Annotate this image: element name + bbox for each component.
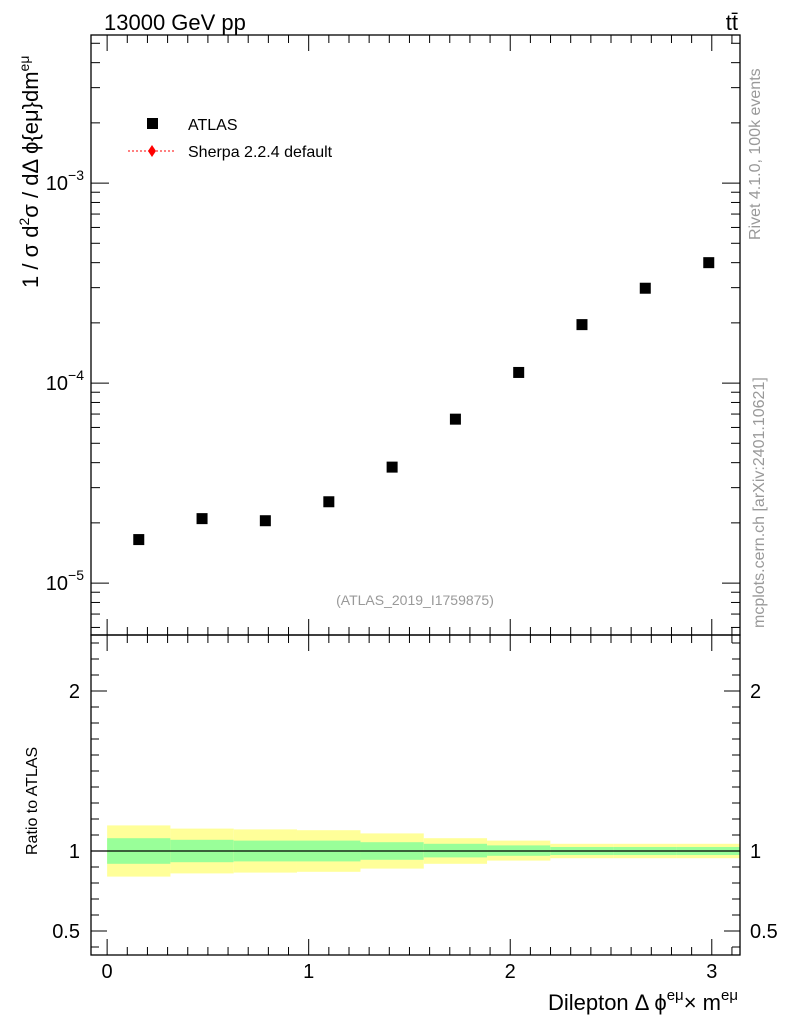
ratio-y-tick-label: 0.5 [52, 921, 80, 943]
main-y-axis-label: 1 / σ d2σ / dΔ ϕ{eμ}dmeμ [16, 56, 43, 288]
atlas-data-point [196, 513, 208, 525]
ratio-ticks [91, 635, 740, 955]
ratio-y-tick-label-right: 2 [750, 681, 761, 703]
ratio-y-tick-label: 2 [69, 681, 80, 703]
legend-atlas-marker [147, 118, 158, 129]
x-tick-label: 0 [102, 961, 113, 983]
rivet-label: Rivet 4.1.0, 100k events [747, 68, 764, 240]
atlas-data-point [513, 366, 525, 378]
atlas-data-point [386, 461, 398, 473]
atlas-data-point [639, 282, 651, 294]
main-y-ticks [91, 42, 740, 628]
main-x-ticks [106, 35, 733, 635]
x-tick-label: 2 [505, 961, 516, 983]
process-label: tt̄ [726, 10, 738, 35]
x-tick-label: 3 [706, 961, 717, 983]
ratio-panel: 0.5 0.5 1 1 2 2 0 1 2 3 Ratio to ATLAS Dilepton Δ… [24, 634, 778, 1015]
atlas-data-points [133, 257, 715, 546]
atlas-data-point [259, 515, 271, 527]
mcplots-label: mcplots.cern.ch [arXiv:2401.10621] [751, 377, 768, 628]
energy-label: 13000 GeV pp [104, 10, 246, 35]
atlas-data-point [703, 257, 715, 269]
ratio-y-axis-label: Ratio to ATLAS [24, 747, 41, 855]
ratio-y-tick-label-right: 1 [750, 841, 761, 863]
main-panel: 10−510−410−3 ATLAS Sherpa 2.2.4 default … [16, 34, 741, 636]
legend-atlas-label: ATLAS [188, 117, 238, 134]
legend: ATLAS Sherpa 2.2.4 default [128, 117, 333, 161]
atlas-data-point [323, 496, 335, 508]
x-tick-label: 1 [303, 961, 314, 983]
atlas-data-point [449, 413, 461, 425]
x-axis-label: Dilepton Δ ϕeμ× meμ [548, 987, 738, 1015]
legend-sherpa-marker [148, 145, 156, 157]
atlas-data-point [133, 534, 145, 546]
legend-sherpa-label: Sherpa 2.2.4 default [188, 144, 333, 161]
analysis-id: (ATLAS_2019_I1759875) [336, 592, 494, 608]
main-y-tick-label: 10−3 [46, 167, 84, 195]
atlas-data-point [576, 319, 588, 331]
ratio-frame [90, 634, 741, 956]
main-y-tick-labels: 10−5 10−4 10−3 [46, 167, 84, 595]
ratio-y-tick-label-right: 0.5 [750, 921, 778, 943]
main-y-tick-label: 10−5 [46, 567, 84, 595]
ratio-tick-labels: 0.5 0.5 1 1 2 2 0 1 2 3 [52, 681, 778, 983]
main-y-tick-label: 10−4 [46, 367, 84, 395]
ratio-y-tick-label: 1 [69, 841, 80, 863]
